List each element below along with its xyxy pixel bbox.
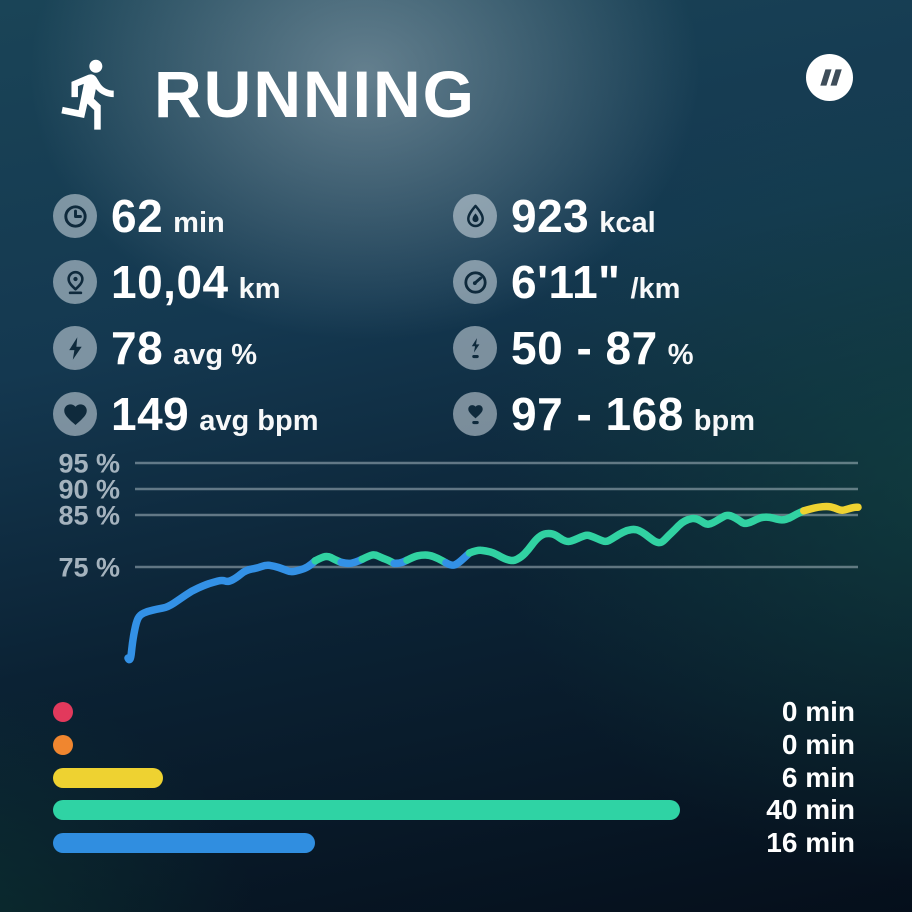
stat-lightning: 78 avg % <box>53 320 257 376</box>
stat-unit: /km <box>630 273 681 305</box>
runner-icon <box>61 59 114 130</box>
lightning-icon <box>53 326 97 370</box>
y-axis-label-90: 90 % <box>58 475 120 505</box>
stat-value: 97 - 168 <box>511 388 684 440</box>
heart-rate-line-segment <box>337 555 367 568</box>
zone-orange-bar <box>53 735 73 755</box>
heart-rate-line-segment <box>124 557 319 664</box>
stat-value: 6'11" <box>511 256 621 308</box>
stat-value: 10,04 <box>111 256 229 308</box>
pace-gauge-icon <box>453 260 497 304</box>
header: RUNNING <box>52 52 476 136</box>
zone-orange-duration: 0 min <box>781 729 855 760</box>
stat-value: 78 <box>111 322 164 374</box>
y-axis-label-85: 85 % <box>58 501 120 531</box>
heart-rate-line-segment <box>403 551 450 567</box>
stat-text: 62 min <box>111 189 225 243</box>
zone-yellow-row: 6 min <box>0 762 912 794</box>
zone-blue-bar <box>53 833 316 853</box>
stat-text: 923 kcal <box>511 189 656 243</box>
zone-yellow-bar <box>53 768 164 788</box>
stat-text: 50 - 87% <box>511 321 694 375</box>
location-pin-icon <box>53 260 97 304</box>
stat-unit: km <box>238 273 281 305</box>
stat-calories-flame: 923 kcal <box>453 188 656 244</box>
intensity-range-icon <box>453 326 497 370</box>
zone-blue-row: 16 min <box>0 827 912 859</box>
stat-unit: kcal <box>599 207 656 239</box>
heart-range-icon <box>453 392 497 436</box>
stat-value: 923 <box>511 190 590 242</box>
flow-app-logo <box>806 54 853 101</box>
stat-intensity-range: 50 - 87% <box>453 320 694 376</box>
heart-rate-line-segment <box>442 549 474 569</box>
activity-title: RUNNING <box>154 57 476 131</box>
zone-yellow-duration: 6 min <box>781 762 855 793</box>
zone-red-row: 0 min <box>0 696 912 728</box>
stat-heart-range: 97 - 168 bpm <box>453 386 755 442</box>
stat-text: 10,04 km <box>111 255 281 309</box>
stat-unit: avg % <box>173 339 257 371</box>
stat-value: 62 <box>111 190 164 242</box>
zone-red-duration: 0 min <box>781 696 855 727</box>
stat-value: 149 <box>111 388 190 440</box>
stat-text: 149 avg bpm <box>111 387 319 441</box>
zone-teal-bar <box>53 800 680 820</box>
stat-unit: min <box>173 207 225 239</box>
stat-text: 6'11" /km <box>511 255 680 309</box>
stat-heart: 149 avg bpm <box>53 386 319 442</box>
heart-rate-line-segment <box>465 507 808 565</box>
zone-teal-duration: 40 min <box>766 794 855 825</box>
heart-rate-line-segment <box>311 552 345 567</box>
zone-teal-row: 40 min <box>0 794 912 826</box>
heart-rate-intensity-chart: 95 %90 %85 % 75 % <box>58 449 862 664</box>
stat-unit: % <box>667 339 694 371</box>
logo-slashes <box>820 69 842 86</box>
y-axis-label-95: 95 % <box>58 449 120 479</box>
heart-rate-line-segment <box>800 502 862 515</box>
heart-rate-line-segment <box>358 551 398 568</box>
stat-location-pin: 10,04 km <box>53 254 281 310</box>
stat-unit: bpm <box>693 405 756 437</box>
stat-unit: avg bpm <box>199 405 319 437</box>
stat-pace-gauge: 6'11" /km <box>453 254 680 310</box>
stat-text: 78 avg % <box>111 321 257 375</box>
clock-icon <box>53 194 97 238</box>
stat-clock: 62 min <box>53 188 225 244</box>
zone-blue-duration: 16 min <box>766 827 855 858</box>
stat-value: 50 - 87 <box>511 322 658 374</box>
calories-flame-icon <box>453 194 497 238</box>
zone-orange-row: 0 min <box>0 729 912 761</box>
y-axis-label-75: 75 % <box>58 553 120 583</box>
heart-icon <box>53 392 97 436</box>
stat-text: 97 - 168 bpm <box>511 387 755 441</box>
heart-rate-line-segment <box>390 556 411 568</box>
zone-red-bar <box>53 702 73 722</box>
